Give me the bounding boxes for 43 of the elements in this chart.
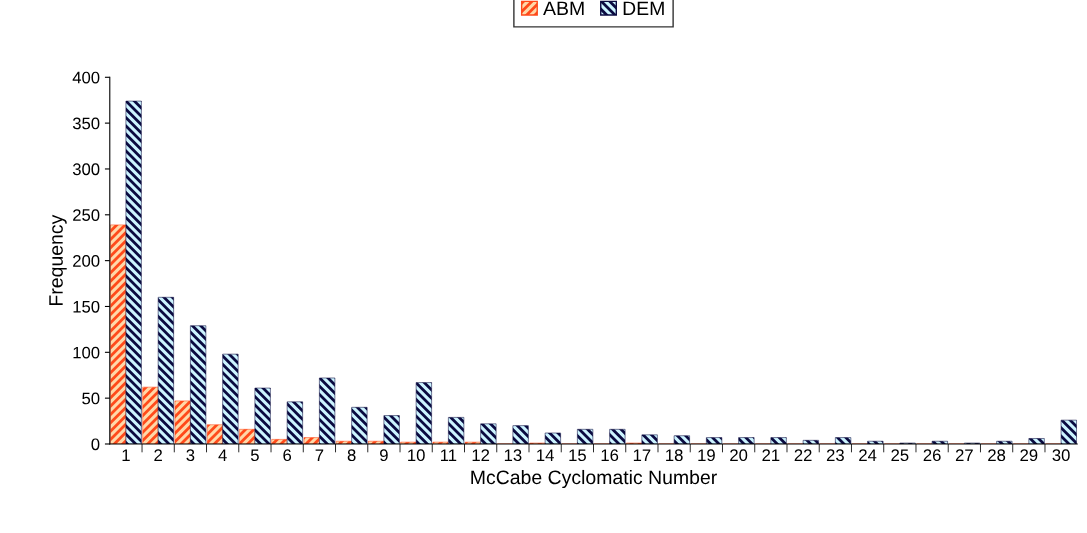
x-tick-label: 24 xyxy=(859,449,877,461)
x-tick-label: 5 xyxy=(250,449,259,462)
x-tick-label: 26 xyxy=(923,449,941,462)
x-tick-label: 23 xyxy=(826,449,844,462)
y-tick-label: 400 xyxy=(72,71,100,84)
x-tick-label: 27 xyxy=(955,449,973,461)
y-tick-label: 100 xyxy=(73,346,100,359)
x-tick-label: 18 xyxy=(666,449,683,462)
y-tick-label: 200 xyxy=(73,255,100,267)
y-tick-label: 300 xyxy=(72,163,100,176)
y-tick-label: 0 xyxy=(91,438,100,451)
x-tick-label: 7 xyxy=(315,449,324,461)
x-tick-label: 10 xyxy=(408,449,425,462)
x-axis-title: McCabe Cyclomatic Number xyxy=(471,469,717,489)
y-axis-title: Frequency xyxy=(49,214,67,305)
y-tick-label: 250 xyxy=(73,209,100,221)
legend-label: DEM xyxy=(623,1,664,16)
x-tick-label: 3 xyxy=(186,449,195,462)
x-tick-label: 21 xyxy=(762,449,780,461)
x-tick-label: 25 xyxy=(891,449,909,462)
legend-label: ABM xyxy=(543,1,584,16)
x-tick-label: 9 xyxy=(380,449,388,462)
x-tick-label: 14 xyxy=(537,449,554,461)
x-tick-label: 8 xyxy=(347,449,356,462)
x-tick-label: 28 xyxy=(988,449,1006,462)
x-tick-label: 15 xyxy=(569,449,586,462)
y-tick-label: 150 xyxy=(73,300,100,313)
x-tick-label: 12 xyxy=(472,449,490,461)
x-tick-label: 29 xyxy=(1020,449,1038,462)
y-tick-label: 350 xyxy=(72,117,100,130)
x-tick-label: 19 xyxy=(698,449,715,462)
x-tick-label: 16 xyxy=(601,449,619,462)
x-tick-label: 30 xyxy=(1052,449,1070,462)
y-tick-label: 50 xyxy=(82,392,100,405)
x-tick-label: 17 xyxy=(633,449,651,461)
x-tick-label: 2 xyxy=(154,449,162,461)
x-tick-label: 1 xyxy=(122,449,130,461)
x-tick-label: 6 xyxy=(283,449,292,462)
x-tick-label: 11 xyxy=(441,449,457,461)
x-tick-label: 20 xyxy=(730,449,748,462)
x-tick-label: 22 xyxy=(794,449,812,461)
x-tick-label: 4 xyxy=(218,449,227,461)
x-tick-label: 13 xyxy=(504,449,522,462)
